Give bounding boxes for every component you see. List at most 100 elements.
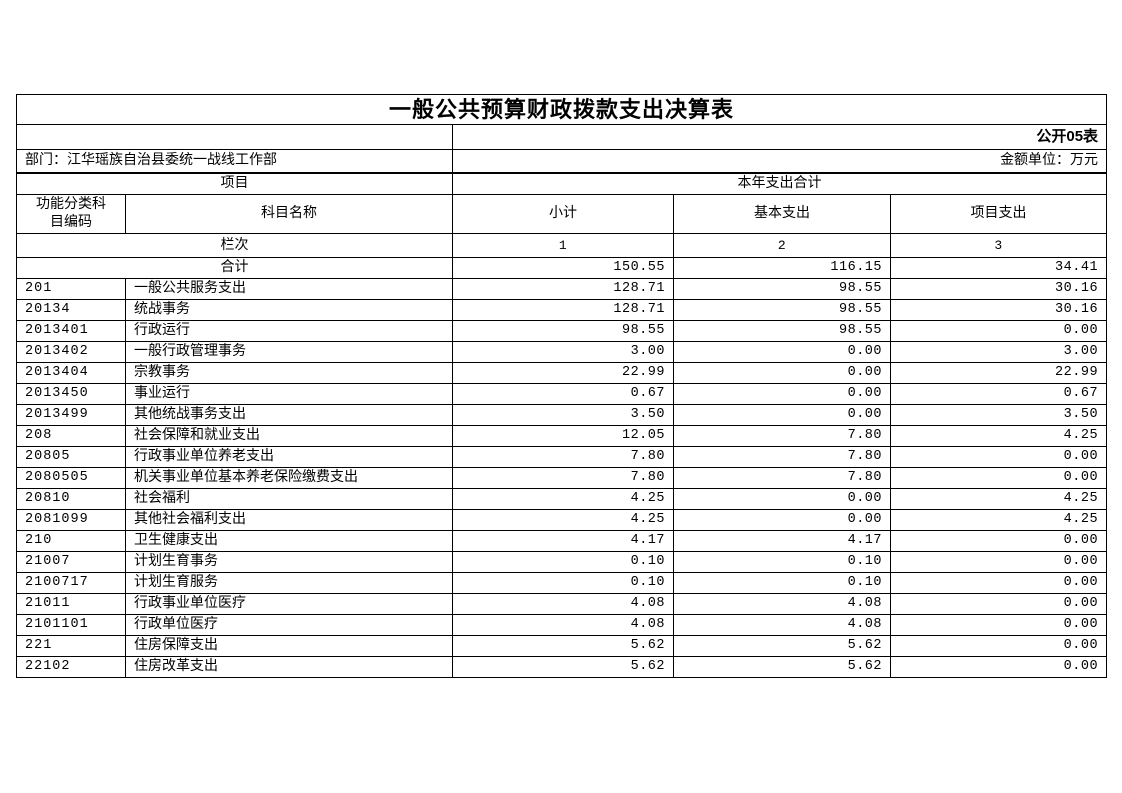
code-cell: 2013402 [16,341,126,363]
table-row: 221 住房保障支出 5.62 5.62 0.00 [16,635,1108,657]
table-row: 2100717 计划生育服务 0.10 0.10 0.00 [16,572,1108,594]
subject-name-header: 科目名称 [125,194,453,234]
project-exp-cell: 0.00 [889,320,1108,342]
project-exp-cell: 0.00 [889,635,1108,657]
subtotal-cell: 7.80 [452,467,674,489]
func-code-header: 功能分类科 目编码 [16,194,126,234]
total-row: 合计 150.55 116.15 34.41 [16,257,1108,279]
basic-exp-cell: 0.10 [673,551,891,573]
basic-exp-cell: 0.00 [673,404,891,426]
project-exp-cell: 0.00 [889,614,1108,636]
subject-cell: 统战事务 [125,299,453,321]
project-exp-cell: 0.67 [889,383,1108,405]
table-title-row: 一般公共预算财政拨款支出决算表 [15,94,1108,125]
subtotal-cell: 12.05 [452,425,674,447]
table-row: 2013450 事业运行 0.67 0.00 0.67 [16,383,1108,405]
subtotal-cell: 128.71 [452,278,674,300]
column-index-3: 3 [889,233,1108,258]
code-cell: 2081099 [16,509,126,531]
project-exp-cell: 4.25 [889,488,1108,510]
table-number-label: 公开05表 [451,124,1108,150]
subtotal-cell: 0.10 [452,551,674,573]
total-basic: 116.15 [673,257,891,279]
project-exp-cell: 0.00 [889,656,1108,678]
column-index-row: 栏次 1 2 3 [16,233,1108,258]
code-cell: 21007 [16,551,126,573]
code-cell: 2100717 [16,572,126,594]
subject-cell: 社会保障和就业支出 [125,425,453,447]
code-cell: 2101101 [16,614,126,636]
unit-label: 金额单位：万元 [451,149,1108,174]
basic-exp-cell: 5.62 [673,635,891,657]
table-row: 201 一般公共服务支出 128.71 98.55 30.16 [16,278,1108,300]
project-exp-cell: 0.00 [889,530,1108,552]
subtotal-cell: 128.71 [452,299,674,321]
project-exp-cell: 0.00 [889,593,1108,615]
table-row: 210 卫生健康支出 4.17 4.17 0.00 [16,530,1108,552]
subject-cell: 一般公共服务支出 [125,278,453,300]
basic-exp-cell: 4.17 [673,530,891,552]
project-exp-cell: 30.16 [889,278,1108,300]
code-cell: 2013499 [16,404,126,426]
subtotal-cell: 7.80 [452,446,674,468]
basic-exp-cell: 0.00 [673,383,891,405]
subtotal-cell: 4.08 [452,614,674,636]
subject-cell: 住房保障支出 [125,635,453,657]
basic-exp-cell: 0.00 [673,488,891,510]
subject-cell: 行政单位医疗 [125,614,453,636]
basic-exp-cell: 0.00 [673,341,891,363]
subject-cell: 住房改革支出 [125,656,453,678]
subtotal-cell: 4.08 [452,593,674,615]
code-cell: 20805 [16,446,126,468]
code-cell: 20810 [16,488,126,510]
basic-exp-cell: 7.80 [673,425,891,447]
table-row: 208 社会保障和就业支出 12.05 7.80 4.25 [16,425,1108,447]
subtotal-cell: 4.25 [452,488,674,510]
code-cell: 2013450 [16,383,126,405]
total-project: 34.41 [889,257,1108,279]
code-cell: 210 [16,530,126,552]
table-row: 20810 社会福利 4.25 0.00 4.25 [16,488,1108,510]
basic-exp-cell: 98.55 [673,299,891,321]
group-header-row: 项目 本年支出合计 [16,172,1108,195]
empty-cell [16,124,453,150]
table-row: 2013499 其他统战事务支出 3.50 0.00 3.50 [16,404,1108,426]
basic-exp-cell: 0.10 [673,572,891,594]
table-row: 2013401 行政运行 98.55 98.55 0.00 [16,320,1108,342]
subject-cell: 行政运行 [125,320,453,342]
subtotal-cell: 4.17 [452,530,674,552]
basic-exp-header: 基本支出 [673,194,891,234]
basic-exp-cell: 7.80 [673,446,891,468]
subject-cell: 计划生育服务 [125,572,453,594]
subject-cell: 机关事业单位基本养老保险缴费支出 [125,467,453,489]
subject-cell: 其他统战事务支出 [125,404,453,426]
subject-cell: 行政事业单位医疗 [125,593,453,615]
project-exp-cell: 4.25 [889,509,1108,531]
subject-cell: 一般行政管理事务 [125,341,453,363]
column-index-2: 2 [673,233,891,258]
subtotal-header: 小计 [452,194,674,234]
table-row: 2013404 宗教事务 22.99 0.00 22.99 [16,362,1108,384]
code-cell: 208 [16,425,126,447]
code-cell: 2013404 [16,362,126,384]
column-index-1: 1 [452,233,674,258]
code-cell: 2080505 [16,467,126,489]
table-label-row: 公开05表 [16,124,1108,150]
table-row: 21011 行政事业单位医疗 4.08 4.08 0.00 [16,593,1108,615]
total-subtotal: 150.55 [452,257,674,279]
total-label: 合计 [16,257,453,279]
budget-expenditure-table: 一般公共预算财政拨款支出决算表 公开05表 部门：江华瑶族自治县委统一战线工作部… [15,94,1108,678]
project-group-header: 项目 [16,172,453,195]
project-exp-cell: 30.16 [889,299,1108,321]
code-cell: 20134 [16,299,126,321]
subtotal-cell: 3.50 [452,404,674,426]
basic-exp-cell: 0.00 [673,362,891,384]
basic-exp-cell: 98.55 [673,320,891,342]
subject-cell: 宗教事务 [125,362,453,384]
table-row: 22102 住房改革支出 5.62 5.62 0.00 [16,656,1108,678]
code-cell: 2013401 [16,320,126,342]
basic-exp-cell: 4.08 [673,593,891,615]
code-cell: 21011 [16,593,126,615]
page-title: 一般公共预算财政拨款支出决算表 [15,94,1108,125]
